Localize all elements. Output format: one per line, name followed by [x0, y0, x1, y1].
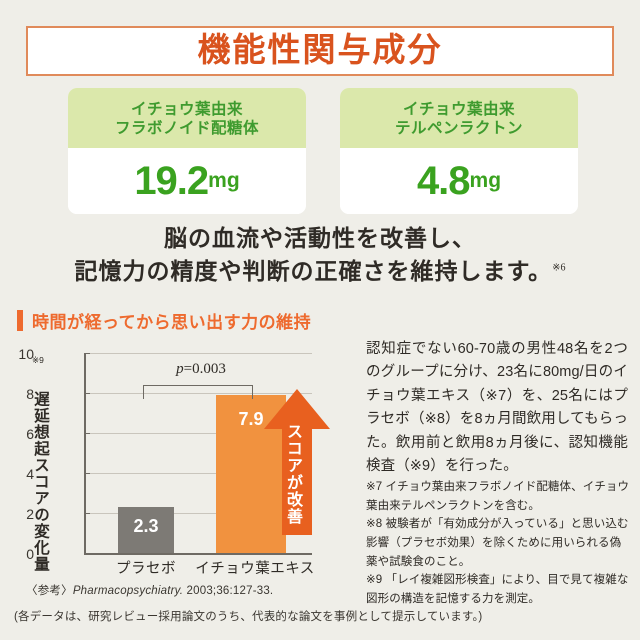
- section-heading-label: 時間が経ってから思い出す力の維持: [32, 313, 312, 332]
- ingredient-card-header: イチョウ葉由来 フラボノイド配糖体: [68, 88, 306, 148]
- reference-citation: 2003;36:127-33.: [183, 585, 274, 597]
- section-heading: 時間が経ってから思い出す力の維持: [17, 308, 311, 333]
- footnote-8: ※8 被験者が「有効成分が入っている」と思い込む影響（プラセボ効果）を除くために…: [366, 518, 629, 568]
- gridline-8: [86, 393, 312, 394]
- ingredient-unit: mg: [469, 169, 502, 192]
- ingredient-amount: 4.8: [416, 159, 471, 203]
- significance-bracket: [143, 385, 253, 399]
- ingredient-name-line1: イチョウ葉由来: [402, 100, 515, 118]
- y-tick-0: 0: [26, 546, 34, 562]
- bar-placebo: 2.3: [118, 507, 174, 553]
- ingredient-name-line1: イチョウ葉由来: [130, 100, 243, 118]
- ingredient-card-header: イチョウ葉由来 テルペンラクトン: [340, 88, 578, 148]
- y-axis-footnote-marker: ※9: [32, 355, 44, 365]
- study-description: 認知症でない60-70歳の男性48名を2つのグループに分け、23名に80mg/日…: [366, 341, 628, 475]
- lead-statement: 脳の血流や活動性を改善し、 記憶力の精度や判断の正確さを維持します。※6: [0, 222, 640, 289]
- lead-line-2: 記憶力の精度や判断の正確さを維持します。※6: [0, 255, 640, 288]
- reference-journal: Pharmacopsychiatry.: [72, 585, 184, 597]
- chart-reference: 〈参考〉Pharmacopsychiatry. 2003;36:127-33.: [26, 582, 273, 598]
- y-tick-4: 4: [26, 466, 34, 482]
- p-value-label: p=0.003: [126, 361, 276, 378]
- page-title: 機能性関与成分: [197, 32, 443, 69]
- ingredient-amount: 19.2: [134, 159, 209, 203]
- ingredient-cards: イチョウ葉由来 フラボノイド配糖体 19.2 mg イチョウ葉由来 テルペンラクト…: [68, 88, 578, 214]
- section-accent-bar: [17, 310, 23, 331]
- y-tick-6: 6: [26, 426, 34, 442]
- chart-data-note: (各データは、研究レビュー採用論文のうち、代表的な論文を事例として提示しています…: [14, 611, 483, 623]
- y-axis-label: 遅延想起スコアの変化量: [32, 391, 49, 573]
- gridline-2: [86, 513, 312, 514]
- functional-ingredient-title-box: 機能性関与成分: [26, 26, 614, 76]
- y-tick-2: 2: [26, 506, 34, 522]
- gridline-4: [86, 473, 312, 474]
- y-tick-mark-10: [84, 353, 90, 354]
- y-tick-mark-6: [84, 433, 90, 434]
- x-axis-line: [84, 553, 312, 555]
- improvement-arrow-callout: スコアが改善: [262, 387, 332, 537]
- up-arrow-icon: [264, 389, 330, 535]
- ingredient-card-terpene: イチョウ葉由来 テルペンラクトン 4.8 mg: [340, 88, 578, 214]
- y-tick-mark-8: [84, 393, 90, 394]
- footnotes: ※7 イチョウ葉由来フラボノイド配糖体、イチョウ葉由来テルペンラクトンを含む。 …: [366, 478, 632, 608]
- gridline-10: [86, 353, 312, 354]
- bar-chart: ※9 遅延想起スコアの変化量 10 8 6 4 2 0 2.3: [0, 335, 352, 585]
- ingredient-card-body: 4.8 mg: [340, 148, 578, 214]
- ingredient-name-line2: テルペンラクトン: [394, 120, 523, 137]
- improvement-arrow-label: スコアが改善: [284, 423, 301, 525]
- y-tick-8: 8: [26, 386, 34, 402]
- ingredient-name-line2: フラボノイド配糖体: [114, 120, 259, 137]
- ingredient-unit: mg: [208, 169, 240, 192]
- bar-value-placebo: 2.3: [133, 516, 159, 536]
- gridline-6: [86, 433, 312, 434]
- p-value-number: =0.003: [183, 361, 226, 377]
- x-category-placebo: プラセボ: [116, 561, 176, 577]
- x-category-ginkgo: イチョウ葉エキス: [195, 561, 315, 577]
- bar-value-ginkgo: 7.9: [238, 409, 264, 429]
- lead-line-1: 脳の血流や活動性を改善し、: [164, 226, 476, 251]
- ingredient-card-body: 19.2 mg: [68, 148, 306, 214]
- y-tick-10: 10: [18, 346, 34, 362]
- footnote-7: ※7 イチョウ葉由来フラボノイド配糖体、イチョウ葉由来テルペンラクトンを含む。: [366, 481, 630, 512]
- lead-footnote-marker: ※6: [552, 262, 566, 274]
- lead-line-2-text: 記憶力の精度や判断の正確さを維持します。: [74, 259, 553, 285]
- y-tick-mark-4: [84, 473, 90, 474]
- p-value-symbol: p: [176, 361, 184, 377]
- reference-prefix: 〈参考〉: [26, 585, 73, 597]
- y-tick-mark-2: [84, 513, 90, 514]
- footnote-9: ※9 「レイ複雑図形検査」により、目で見て複雑な図形の構造を記憶する力を測定。: [366, 574, 629, 605]
- ingredient-card-flavonoid: イチョウ葉由来 フラボノイド配糖体 19.2 mg: [68, 88, 306, 214]
